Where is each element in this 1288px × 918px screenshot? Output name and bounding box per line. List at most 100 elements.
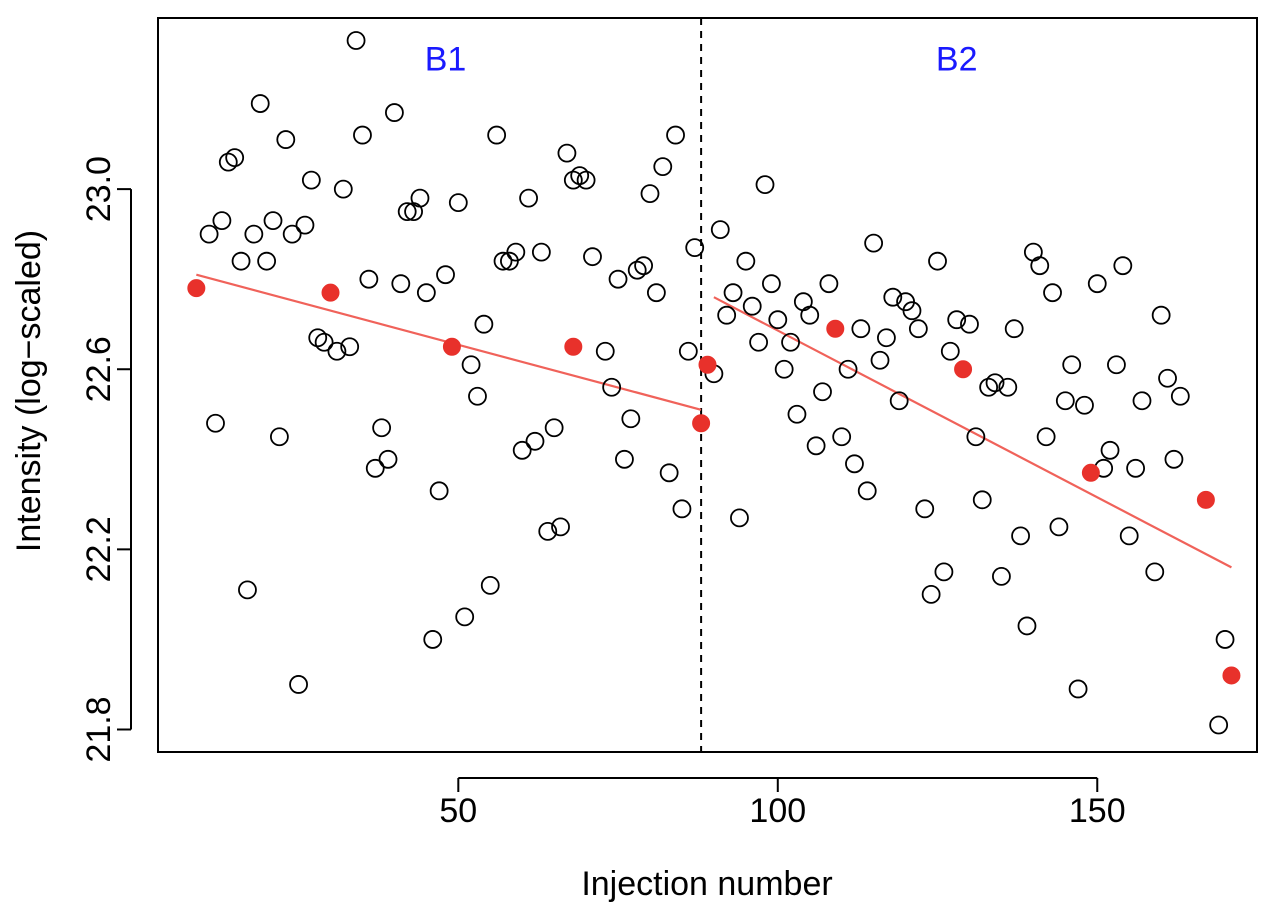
sample-point: [212, 211, 232, 231]
sample-point: [423, 630, 443, 649]
sample-point: [838, 359, 858, 379]
sample-point: [634, 256, 654, 276]
sample-point: [736, 251, 756, 271]
y-tick-label: 23.0: [80, 156, 118, 222]
plot-frame: [157, 17, 1258, 753]
sample-point: [640, 184, 660, 204]
sample-point: [493, 251, 513, 271]
sample-point: [218, 152, 238, 172]
sample-point: [992, 566, 1011, 586]
sample-point: [615, 449, 634, 469]
sample-point: [1113, 256, 1133, 276]
sample-point: [902, 301, 922, 321]
sample-point: [1023, 242, 1043, 262]
sample-point: [1087, 274, 1107, 294]
sample-point: [1151, 305, 1171, 325]
sample-point: [506, 242, 526, 262]
sample-point: [672, 499, 692, 519]
sample-point: [851, 319, 871, 339]
qc-point: [692, 414, 711, 433]
batch-labels: B1 B2: [425, 41, 978, 79]
points-layer: [199, 31, 1235, 735]
sample-point: [768, 310, 788, 330]
sample-point: [231, 251, 251, 271]
sample-point: [468, 386, 487, 406]
sample-point: [627, 260, 647, 280]
sample-point: [685, 238, 705, 258]
sample-point: [928, 251, 947, 271]
sample-point: [557, 143, 577, 163]
sample-point: [761, 274, 781, 294]
sample-point: [659, 463, 679, 483]
sample-point: [270, 427, 289, 447]
sample-point: [787, 404, 807, 424]
sample-point: [397, 202, 417, 222]
y-tick-label: 22.2: [80, 516, 118, 582]
sample-point: [870, 350, 890, 370]
sample-point: [602, 377, 622, 397]
sample-point: [793, 292, 813, 312]
sample-point: [308, 328, 328, 348]
sample-point: [480, 575, 500, 595]
y-axis: 21.8 22.2 22.6 23.0: [80, 156, 132, 763]
sample-point: [960, 314, 979, 334]
sample-point: [883, 287, 903, 307]
sample-point: [276, 130, 296, 149]
x-axis: 50 100 150: [439, 777, 1126, 830]
sample-point: [947, 310, 967, 330]
sample-point: [877, 328, 896, 348]
sample-point: [864, 233, 884, 253]
trend-line: [713, 296, 1232, 569]
sample-point: [972, 490, 992, 510]
sample-point: [531, 242, 551, 262]
sample-point: [289, 675, 308, 694]
sample-point: [474, 314, 494, 334]
qc-point: [1196, 490, 1215, 509]
sample-point: [576, 170, 596, 190]
sample-point: [857, 481, 877, 501]
qc-point: [954, 360, 973, 379]
sample-point: [666, 125, 685, 145]
sample-point: [519, 188, 538, 208]
qc-point: [321, 283, 340, 302]
sample-point: [723, 283, 743, 303]
sample-point: [314, 332, 334, 352]
sample-point: [238, 580, 257, 600]
sample-point: [749, 332, 769, 352]
sample-point: [717, 305, 737, 325]
sample-point: [832, 427, 852, 447]
sample-point: [1145, 562, 1165, 582]
sample-point: [646, 283, 666, 303]
x-tick-label: 100: [749, 792, 806, 830]
sample-point: [781, 332, 800, 352]
sample-point: [206, 413, 225, 433]
sample-point: [1100, 440, 1120, 460]
sample-point: [621, 409, 641, 429]
sample-point: [372, 418, 392, 438]
sample-point: [385, 103, 404, 122]
qc-point: [698, 355, 717, 374]
sample-point: [1062, 355, 1082, 375]
sample-point: [742, 296, 762, 316]
sample-point: [353, 125, 372, 145]
sample-point: [563, 170, 583, 190]
sample-point: [1107, 355, 1126, 375]
sample-point: [365, 458, 385, 478]
sample-point: [845, 454, 864, 474]
sample-point: [429, 481, 449, 501]
sample-point: [966, 427, 986, 447]
qc-point: [442, 337, 461, 356]
sample-point: [1043, 283, 1062, 303]
sample-point: [1132, 391, 1152, 411]
sample-point: [998, 377, 1018, 397]
sample-point: [1170, 386, 1190, 406]
sample-point: [301, 170, 321, 190]
sample-point: [1209, 715, 1229, 735]
sample-point: [1075, 395, 1094, 415]
qc-layer: [187, 279, 1241, 685]
qc-point: [187, 279, 206, 298]
sample-point: [416, 283, 436, 303]
sample-point: [551, 517, 570, 537]
sample-point: [1055, 391, 1075, 411]
